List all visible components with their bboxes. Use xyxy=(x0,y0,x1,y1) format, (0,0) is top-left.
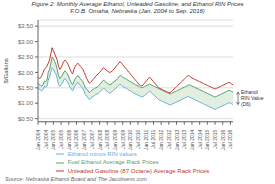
svg-text:Jul 2010: Jul 2010 xyxy=(135,130,141,149)
html-text:Fuel Ethanol Average Rack Pric: Fuel Ethanol Average Rack Prices xyxy=(67,159,159,166)
svg-text:Jul 2008: Jul 2008 xyxy=(104,130,110,149)
svg-text:Jul 2012: Jul 2012 xyxy=(166,130,172,149)
svg-text:Jul 2006: Jul 2006 xyxy=(73,130,79,149)
svg-text:$1.00: $1.00 xyxy=(18,100,34,106)
svg-text:Jan 2011: Jan 2011 xyxy=(143,130,149,150)
svg-text:Jul 2005: Jul 2005 xyxy=(58,130,64,149)
svg-text:Jan 2006: Jan 2006 xyxy=(66,130,72,151)
svg-text:$3.00: $3.00 xyxy=(18,39,34,45)
svg-text:Jan 2005: Jan 2005 xyxy=(50,130,56,151)
svg-text:Jan 2012: Jan 2012 xyxy=(158,130,164,151)
svg-text:EthanolRIN Value(D6): EthanolRIN Value(D6) xyxy=(241,89,264,107)
svg-text:Jul 2016: Jul 2016 xyxy=(227,130,233,149)
svg-text:Jul 2014: Jul 2014 xyxy=(197,130,203,149)
svg-text:Jan 2004: Jan 2004 xyxy=(35,130,41,151)
svg-text:$3.50: $3.50 xyxy=(18,23,34,29)
svg-text:$1.50: $1.50 xyxy=(18,85,34,91)
svg-text:Jul 2004: Jul 2004 xyxy=(43,130,49,149)
svg-text:Jul 2009: Jul 2009 xyxy=(120,130,126,149)
svg-text:Jan 2010: Jan 2010 xyxy=(127,130,133,151)
svg-text:$/Gallons: $/Gallons xyxy=(8,58,9,83)
html-text:F.O.B. Omaha, Nebraska (Jan. 2: F.O.B. Omaha, Nebraska (Jan. 2004 to Sep… xyxy=(70,8,205,14)
svg-text:Jan 2016: Jan 2016 xyxy=(220,130,226,151)
svg-text:Jul 2015: Jul 2015 xyxy=(212,130,218,149)
svg-text:Jul 2007: Jul 2007 xyxy=(89,130,95,149)
html-text:Ethanol minus RIN values: Ethanol minus RIN values xyxy=(67,150,137,157)
svg-text:$2.00: $2.00 xyxy=(18,70,34,76)
svg-text:Jan 2013: Jan 2013 xyxy=(174,130,180,151)
svg-text:Jan 2015: Jan 2015 xyxy=(204,130,210,151)
html-text:Figure 2: Monthly Average Etha: Figure 2: Monthly Average Ethanol, Unlea… xyxy=(31,1,244,7)
svg-text:Jan 2008: Jan 2008 xyxy=(97,130,103,151)
html-text:Unleaded Gasoline (87 Octane): Unleaded Gasoline (87 Octane) Average Ra… xyxy=(67,167,210,174)
svg-text:$2.50: $2.50 xyxy=(18,54,34,60)
svg-text:Jan 2009: Jan 2009 xyxy=(112,130,118,151)
svg-text:$0.50: $0.50 xyxy=(18,116,34,122)
svg-text:Jul 2011: Jul 2011 xyxy=(150,130,156,149)
svg-text:Jan 2007: Jan 2007 xyxy=(81,130,87,151)
svg-text:Jan 2014: Jan 2014 xyxy=(189,130,195,151)
svg-text:Jul 2013: Jul 2013 xyxy=(181,130,187,149)
html-text:Source: Nebraska Ethanol Board: Source: Nebraska Ethanol Board and The J… xyxy=(5,176,147,182)
